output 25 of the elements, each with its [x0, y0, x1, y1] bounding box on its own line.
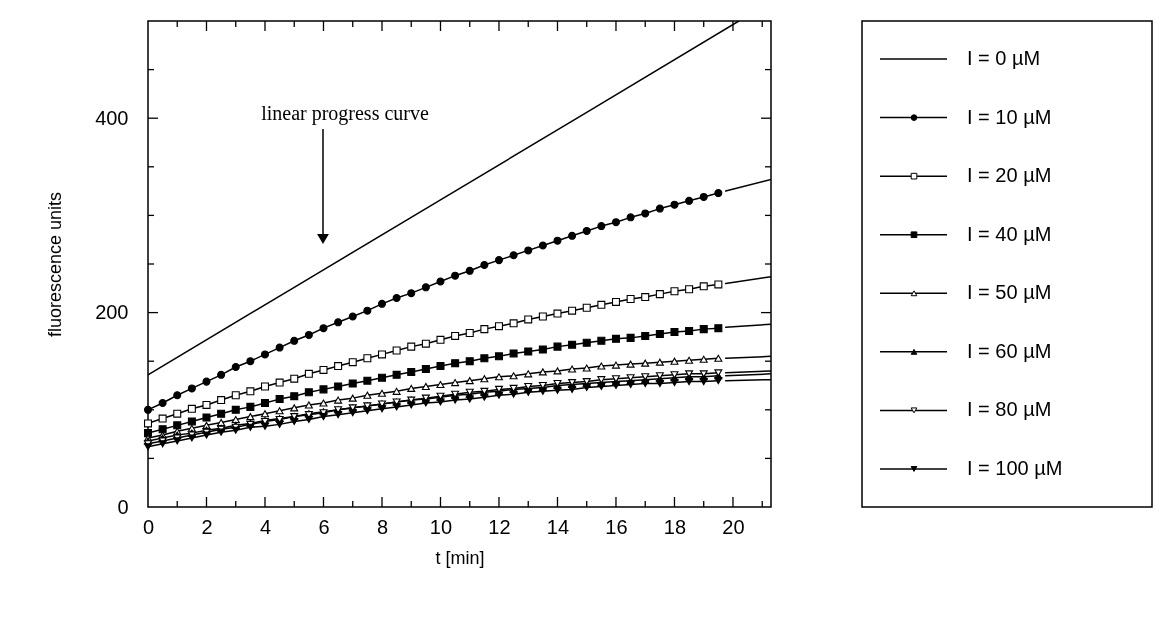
- x-tick-label: 6: [318, 515, 330, 538]
- y-tick-label: 0: [117, 495, 129, 518]
- x-tick-label: 2: [201, 515, 213, 538]
- x-tick-label: 18: [663, 515, 687, 538]
- legend-label: I = 50 µM: [967, 281, 1052, 304]
- y-tick-label: 200: [95, 301, 129, 324]
- y-axis-title: fluorescence units: [45, 191, 66, 338]
- legend-label: I = 60 µM: [967, 339, 1052, 362]
- legend-label: I = 40 µM: [967, 222, 1052, 245]
- legend-label: I = 80 µM: [967, 398, 1052, 421]
- legend-label: I = 10 µM: [967, 105, 1052, 128]
- legend-label: I = 20 µM: [967, 164, 1052, 187]
- annotation: linear progress curve: [261, 102, 429, 125]
- legend-label: I = 0 µM: [967, 47, 1041, 70]
- y-tick-label: 400: [95, 106, 129, 129]
- x-axis-title: t [min]: [435, 547, 485, 568]
- x-tick-label: 20: [722, 515, 745, 538]
- x-tick-label: 12: [488, 515, 511, 538]
- x-tick-label: 16: [605, 515, 628, 538]
- legend-label: I = 100 µM: [967, 456, 1063, 479]
- x-tick-label: 10: [429, 515, 453, 538]
- x-tick-label: 14: [546, 515, 570, 538]
- x-tick-label: 0: [142, 515, 155, 538]
- x-tick-label: 4: [259, 515, 272, 538]
- x-tick-label: 8: [376, 515, 389, 538]
